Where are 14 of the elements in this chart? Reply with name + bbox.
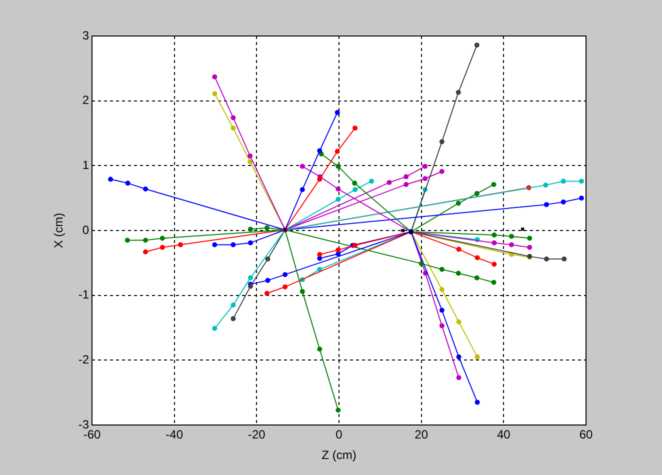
y-tick-label: 0 <box>82 222 90 237</box>
y-tick-label: 3 <box>82 28 90 42</box>
x-tick-label: -20 <box>248 428 266 442</box>
x-tick-label: 40 <box>496 428 511 442</box>
x-tick-label: 60 <box>579 428 593 442</box>
x-tick-label: -40 <box>166 428 184 442</box>
y-tick-label: -2 <box>78 352 90 366</box>
x-axis-title: Z (cm) <box>322 448 356 462</box>
y-tick-label: 1 <box>82 158 90 172</box>
y-tick-label: 2 <box>82 93 90 108</box>
y-axis-title: X (cm) <box>52 212 66 248</box>
y-tick-label: -1 <box>78 288 90 302</box>
x-tick-label: 20 <box>414 428 428 442</box>
x-tick-label: 0 <box>336 428 343 442</box>
